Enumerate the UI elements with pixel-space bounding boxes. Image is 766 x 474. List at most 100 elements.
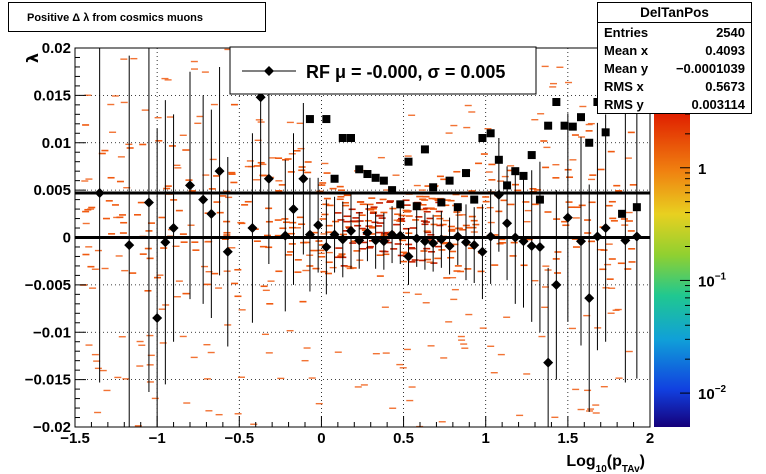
colorbar-gradient xyxy=(654,114,690,427)
rms-marker xyxy=(371,173,380,182)
histogram-cell xyxy=(554,251,562,253)
histogram-cell xyxy=(82,210,90,213)
histogram-cell xyxy=(108,233,116,235)
histogram-cell xyxy=(584,219,592,221)
mean-marker xyxy=(411,233,422,244)
histogram-cell xyxy=(120,58,128,60)
histogram-cell xyxy=(422,302,430,304)
histogram-cell xyxy=(434,215,442,217)
histogram-cell xyxy=(203,283,211,286)
mean-marker xyxy=(419,236,430,247)
histogram-cell xyxy=(458,339,466,341)
histogram-cell xyxy=(94,249,102,252)
histogram-cell xyxy=(94,367,102,370)
histogram-cell xyxy=(111,95,119,97)
histogram-cell xyxy=(538,335,546,338)
histogram-cell xyxy=(628,248,636,250)
histogram-cell xyxy=(237,376,245,378)
rms-marker xyxy=(305,115,314,124)
histogram-cell xyxy=(369,212,377,214)
histogram-cell xyxy=(336,198,344,201)
histogram-cell xyxy=(216,211,224,214)
histogram-cell xyxy=(368,233,376,235)
histogram-cell xyxy=(82,124,90,126)
mean-marker xyxy=(510,232,521,243)
histogram-cell xyxy=(356,259,364,261)
mean-marker xyxy=(298,173,309,184)
histogram-cell xyxy=(179,233,187,235)
histogram-cell xyxy=(429,208,437,210)
histogram-cell xyxy=(137,201,145,204)
histogram-cell xyxy=(190,356,198,359)
histogram-cell xyxy=(338,253,346,255)
mean-marker xyxy=(255,92,266,103)
histogram-cell xyxy=(552,164,560,166)
mean-marker xyxy=(206,208,217,219)
histogram-cell xyxy=(173,296,181,298)
y-tick-label: 0.02 xyxy=(42,40,71,57)
histogram-cell xyxy=(400,260,408,263)
histogram-cell xyxy=(457,270,465,273)
histogram-cell xyxy=(190,60,198,63)
histogram-cell xyxy=(329,187,337,190)
histogram-cell xyxy=(318,244,326,246)
histogram-cell xyxy=(625,350,633,353)
histogram-cell xyxy=(624,268,632,270)
histogram-cell xyxy=(399,367,407,369)
histogram-cell xyxy=(397,254,405,257)
mean-marker xyxy=(313,220,324,231)
histogram-cell xyxy=(228,173,236,175)
histogram-cell xyxy=(629,184,637,186)
histogram-cell xyxy=(403,348,411,351)
histogram-cell xyxy=(588,178,596,181)
legend: RF μ = -0.000, σ = 0.005 xyxy=(229,46,537,95)
histogram-cell xyxy=(285,254,293,256)
mean-marker xyxy=(461,237,471,248)
histogram-cell xyxy=(384,231,392,234)
histogram-cell xyxy=(427,207,435,210)
histogram-cell xyxy=(298,169,306,172)
x-tick-label: 1 xyxy=(482,430,490,447)
histogram-cell xyxy=(244,200,252,203)
histogram-cell xyxy=(286,121,294,124)
histogram-cell xyxy=(201,265,209,268)
mean-marker xyxy=(502,218,513,229)
histogram-cell xyxy=(424,258,432,261)
histogram-cell xyxy=(136,340,144,343)
histogram-cell xyxy=(299,300,307,303)
histogram-cell xyxy=(468,111,476,113)
histogram-cell xyxy=(129,272,137,274)
histogram-cell xyxy=(183,402,191,404)
rms-marker xyxy=(470,195,479,204)
histogram-cell xyxy=(523,373,531,375)
rms-marker xyxy=(396,200,405,209)
histogram-cell xyxy=(286,329,294,332)
histogram-cell xyxy=(288,153,296,155)
histogram-cell xyxy=(158,216,166,219)
histogram-cell xyxy=(82,222,90,225)
histogram-cell xyxy=(516,414,524,417)
histogram-cell xyxy=(339,233,347,236)
histogram-cell xyxy=(334,212,342,214)
histogram-cell xyxy=(551,416,559,419)
rms-marker xyxy=(322,115,331,124)
mean-marker xyxy=(592,231,603,242)
histogram-cell xyxy=(497,353,505,356)
histogram-cell xyxy=(315,240,323,242)
mean-marker xyxy=(534,241,545,252)
histogram-cell xyxy=(438,421,446,423)
histogram-cell xyxy=(298,166,306,168)
histogram-cell xyxy=(454,265,462,267)
histogram-cell xyxy=(541,65,549,68)
histogram-cell xyxy=(337,195,345,198)
mean-marker xyxy=(576,236,586,247)
histogram-cell xyxy=(296,216,304,219)
colorbar: 110−110−2 xyxy=(654,113,727,427)
histogram-cell xyxy=(469,226,477,229)
rms-marker xyxy=(388,186,397,195)
histogram-cell xyxy=(488,179,496,181)
histogram-cell xyxy=(394,243,402,245)
histogram-cell xyxy=(531,203,539,206)
rms-marker xyxy=(429,183,438,192)
histogram-cell xyxy=(360,384,368,386)
